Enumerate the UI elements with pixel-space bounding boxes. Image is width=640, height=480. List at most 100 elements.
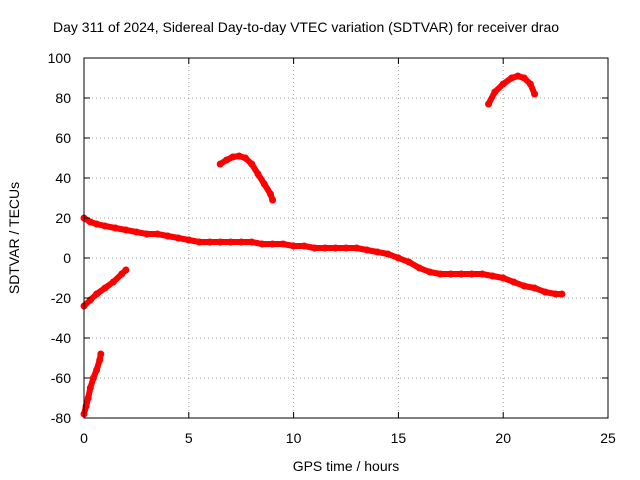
series-main-trend-point xyxy=(269,240,277,248)
series-main-trend-point xyxy=(216,238,224,246)
series-main-trend-point xyxy=(353,244,360,252)
y-tick-label: 60 xyxy=(55,130,71,146)
series-main-trend-point xyxy=(552,290,560,298)
series-main-trend-point xyxy=(185,236,193,244)
series-main-trend-point xyxy=(227,238,235,246)
y-axis-label: SDTVAR / TECUs xyxy=(6,182,22,294)
series-main-trend-point xyxy=(195,238,203,246)
series-arc-top-point xyxy=(520,74,528,82)
series-main-trend-point xyxy=(248,238,256,246)
series-arc-mid-point xyxy=(241,154,249,162)
series-arc-top-point xyxy=(531,90,539,98)
series-main-trend-point xyxy=(541,288,549,296)
series-arc-top-point xyxy=(499,80,507,88)
series-main-trend-point xyxy=(489,272,497,280)
series-steep-rise-point xyxy=(86,384,94,392)
series-rise-left-point xyxy=(101,284,109,292)
grid-lines xyxy=(84,58,608,418)
y-tick-label: 0 xyxy=(63,250,71,266)
series-main-trend-point xyxy=(499,274,507,282)
series-main-trend-point xyxy=(93,220,101,228)
series-main-trend-point xyxy=(394,254,402,262)
series-main-trend-point xyxy=(111,224,119,232)
series-main-trend-point xyxy=(279,240,287,248)
y-tick-label: 80 xyxy=(55,90,71,106)
series-arc-top-point xyxy=(526,80,534,88)
x-tick-label: 25 xyxy=(600,430,616,446)
series-arc-top-point xyxy=(508,74,516,82)
series-main-trend-point xyxy=(457,270,465,278)
series-main-trend-point xyxy=(510,278,518,286)
y-tick-label: 20 xyxy=(55,210,71,226)
x-tick-label: 15 xyxy=(391,430,407,446)
series-main-trend-point xyxy=(468,270,476,278)
series-arc-mid-point xyxy=(248,160,256,168)
series-arc-top-point xyxy=(514,72,522,80)
series-main-trend-point xyxy=(332,244,339,252)
series-arc-mid-point xyxy=(235,152,243,160)
x-axis-label: GPS time / hours xyxy=(293,458,400,474)
series-arc-mid-point xyxy=(223,156,230,164)
x-tick-label: 20 xyxy=(495,430,511,446)
y-tick-label: 100 xyxy=(48,50,72,66)
series-main-trend-point xyxy=(101,222,109,230)
series-steep-rise-point xyxy=(84,394,92,402)
series-main-trend-point xyxy=(206,238,214,246)
y-tick-label: -60 xyxy=(51,370,71,386)
series-arc-mid-point xyxy=(267,190,274,198)
series-main-trend-point xyxy=(164,232,172,240)
series-steep-rise-point xyxy=(96,356,104,364)
series-arc-mid-point xyxy=(254,170,262,178)
series-main-trend-point xyxy=(426,268,434,276)
series-main-trend-point xyxy=(363,246,371,254)
series-main-trend-point xyxy=(384,250,392,258)
series-main-trend-point xyxy=(321,244,329,252)
y-tick-label: -40 xyxy=(51,330,71,346)
series-main-trend-point xyxy=(405,258,413,266)
series-main-trend-point xyxy=(237,238,245,246)
series-main-trend-point xyxy=(311,244,319,252)
series-main-trend-point xyxy=(153,230,161,238)
series-main-trend-line xyxy=(81,215,565,297)
series-steep-rise-point xyxy=(89,374,97,382)
axis-ticks: 0 5 10 15 20 25 -80 -60 -40 -20 0 20 40 60 80 100 xyxy=(48,50,616,446)
series-main-trend-point xyxy=(300,242,308,250)
series-main-trend-point xyxy=(258,240,266,248)
data-series xyxy=(80,72,566,418)
series-main-trend-point xyxy=(86,218,94,226)
series-steep-rise-point xyxy=(93,366,101,374)
series-main-trend-point xyxy=(143,230,151,238)
series-main-trend-point xyxy=(436,270,444,278)
x-tick-label: 10 xyxy=(286,430,302,446)
series-rise-left-point xyxy=(109,278,117,286)
series-main-trend-point xyxy=(174,234,182,242)
series-steep-rise-point xyxy=(97,350,105,358)
series-main-trend-point xyxy=(290,242,298,250)
series-main-trend-point xyxy=(478,270,486,278)
series-main-trend-point xyxy=(122,226,130,234)
series-main-trend-point xyxy=(558,290,566,298)
series-arc-top-point xyxy=(485,100,492,108)
chart-title: Day 311 of 2024, Sidereal Day-to-day VTE… xyxy=(53,19,559,35)
series-main-trend-point xyxy=(132,228,140,236)
series-arc-mid-point xyxy=(260,180,268,188)
y-tick-label: -20 xyxy=(51,290,71,306)
series-rise-left-point xyxy=(122,266,130,274)
series-arc-top-point xyxy=(491,88,499,96)
x-tick-label: 0 xyxy=(80,430,88,446)
plot-frame xyxy=(83,57,609,419)
x-tick-label: 5 xyxy=(185,430,193,446)
series-arc-mid-point xyxy=(229,153,237,161)
y-tick-label: 40 xyxy=(55,170,71,186)
series-main-trend-point xyxy=(520,282,528,290)
series-main-trend-point xyxy=(373,248,381,256)
series-main-trend-point xyxy=(415,264,423,272)
series-rise-left-point xyxy=(93,290,101,298)
series-main-trend-point xyxy=(342,244,350,252)
series-main-trend-point xyxy=(531,284,539,292)
series-arc-mid-point xyxy=(216,160,224,168)
series-main-trend-point xyxy=(447,270,455,278)
y-tick-label: -80 xyxy=(51,410,71,426)
series-arc-mid-point xyxy=(269,196,277,204)
